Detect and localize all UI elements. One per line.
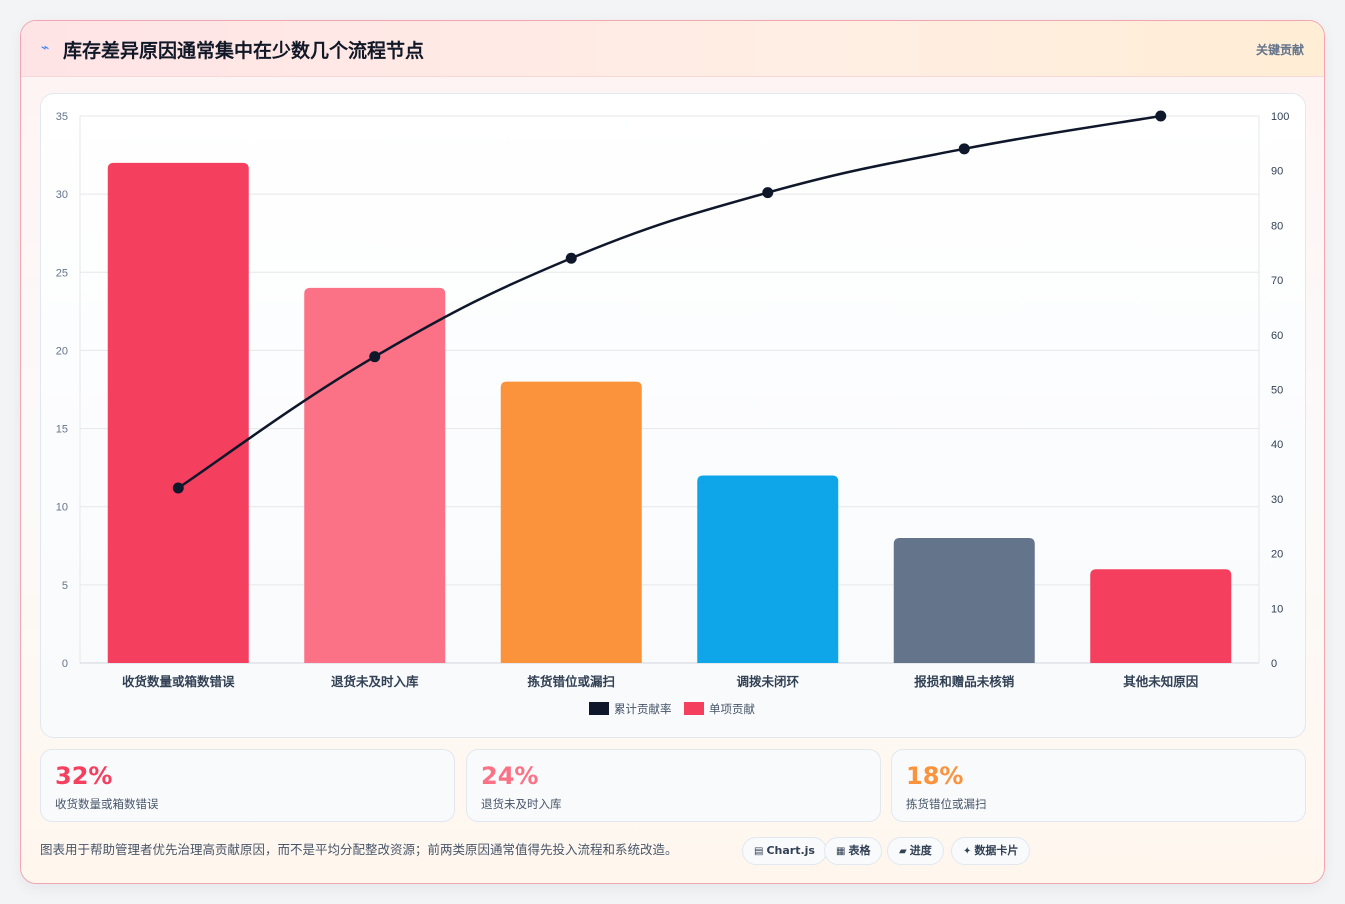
y2-tick-label: 80 <box>1271 220 1283 232</box>
cumulative-point <box>369 351 381 363</box>
chip-datacard[interactable]: ✦ 数据卡片 <box>951 837 1031 865</box>
legend-label: 累计贡献率 <box>614 702 672 716</box>
y-tick-label: 35 <box>56 111 68 123</box>
bar <box>500 381 642 663</box>
pareto-chart: 0 5 10 15 20 25 30 35 0 10 20 30 40 50 60 70 80 90 100 收货数量… <box>40 93 1306 738</box>
footnote: 图表用于帮助管理者优先治理高贡献原因，而不是平均分配整改资源；前两类原因通常值得… <box>40 842 678 857</box>
x-tick-label: 其他未知原因 <box>1123 674 1198 689</box>
chip-label: 表格 <box>848 844 871 857</box>
bar <box>893 537 1035 663</box>
y2-tick-label: 20 <box>1271 549 1283 561</box>
progress-icon: ▰ <box>899 846 907 857</box>
stat-label: 退货未及时入库 <box>481 797 562 811</box>
stat-value: 18% <box>906 762 964 790</box>
chip-table[interactable]: ▦ 表格 <box>824 837 883 865</box>
table-icon: ▦ <box>836 846 846 857</box>
cumulative-point <box>762 187 774 199</box>
stat-value: 24% <box>481 762 539 790</box>
stat-label: 拣货错位或漏扫 <box>906 797 987 811</box>
chip-label: 数据卡片 <box>974 844 1019 857</box>
y-tick-label: 20 <box>56 345 68 357</box>
chart-icon: ▤ <box>754 846 764 857</box>
bar <box>304 287 446 663</box>
bar <box>697 475 839 663</box>
cumulative-point <box>958 143 970 155</box>
y2-tick-label: 0 <box>1271 658 1277 670</box>
y2-tick-label: 50 <box>1271 385 1283 397</box>
card-header: ⌁ 库存差异原因通常集中在少数几个流程节点 关键贡献 <box>21 21 1324 77</box>
y2-tick-label: 10 <box>1271 603 1283 615</box>
y2-tick-label: 60 <box>1271 330 1283 342</box>
chart-svg: 0 5 10 15 20 25 30 35 0 10 20 30 40 50 60 70 80 90 100 收货数量… <box>56 110 1289 716</box>
y-tick-label: 10 <box>56 502 68 514</box>
y-tick-label: 0 <box>62 658 68 670</box>
x-tick-label: 报损和赠品未核销 <box>914 674 1015 689</box>
legend-swatch <box>684 702 704 715</box>
cumulative-line <box>177 114 1161 489</box>
stat-card-3: 18% 拣货错位或漏扫 <box>891 749 1306 822</box>
x-tick-label: 调拨未闭环 <box>736 674 799 689</box>
legend-swatch <box>589 702 609 715</box>
chip-label: 进度 <box>909 844 932 857</box>
bar <box>1090 569 1232 663</box>
lightning-icon: ⌁ <box>41 40 50 56</box>
cumulative-point <box>565 252 577 264</box>
stat-card-1: 32% 收货数量或箱数错误 <box>40 749 455 822</box>
y2-tick-label: 70 <box>1271 275 1283 287</box>
header-badge: 关键贡献 <box>1255 43 1304 57</box>
chip-progress[interactable]: ▰ 进度 <box>887 837 944 865</box>
chart-card: ⌁ 库存差异原因通常集中在少数几个流程节点 关键贡献 0 5 10 15 20 25 30 3… <box>20 20 1325 884</box>
y2-tick-label: 100 <box>1271 111 1289 123</box>
legend-label: 单项贡献 <box>709 702 755 716</box>
cumulative-point <box>1155 110 1167 122</box>
page-title: 库存差异原因通常集中在少数几个流程节点 <box>63 40 425 62</box>
y-tick-label: 15 <box>56 424 68 436</box>
y-tick-label: 5 <box>62 580 68 592</box>
chip-chartjs[interactable]: ▤ Chart.js <box>742 837 827 865</box>
y-tick-label: 25 <box>56 267 68 279</box>
chip-label: Chart.js <box>766 844 815 857</box>
y2-tick-label: 40 <box>1271 439 1283 451</box>
y2-tick-label: 90 <box>1271 166 1283 178</box>
y2-tick-label: 30 <box>1271 494 1283 506</box>
x-tick-label: 拣货错位或漏扫 <box>527 674 615 689</box>
stat-value: 32% <box>55 762 113 790</box>
x-tick-label: 收货数量或箱数错误 <box>122 674 235 689</box>
stat-card-2: 24% 退货未及时入库 <box>466 749 881 822</box>
sparkle-icon: ✦ <box>963 846 972 857</box>
y-tick-label: 30 <box>56 189 68 201</box>
bar <box>107 162 249 663</box>
cumulative-point <box>172 482 184 494</box>
stat-label: 收货数量或箱数错误 <box>55 797 159 811</box>
x-tick-label: 退货未及时入库 <box>331 674 419 689</box>
